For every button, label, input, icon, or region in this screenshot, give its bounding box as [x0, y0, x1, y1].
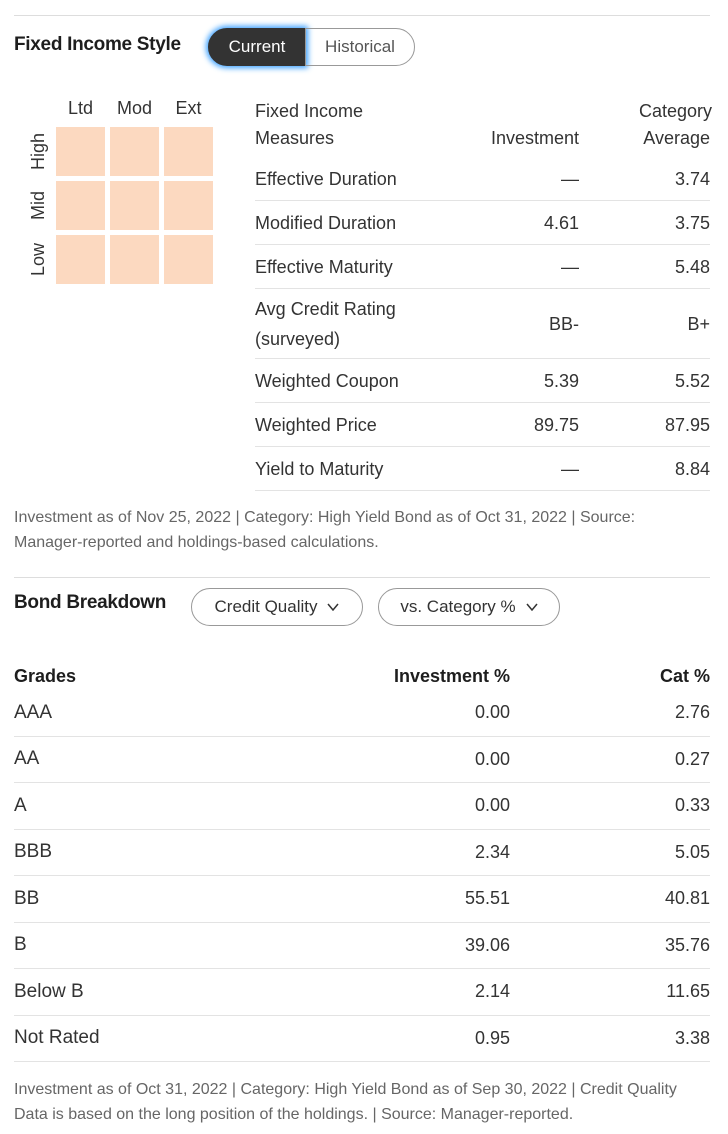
table-row: Weighted Coupon 5.39 5.52 — [255, 359, 710, 403]
column-label: Ltd — [67, 98, 94, 118]
table-row: AA 0.00 0.27 — [14, 737, 710, 783]
dropdown[interactable]: vs. Category % — [378, 588, 560, 626]
footnote: Investment as of Oct 31, 2022 | Category… — [14, 1081, 677, 1123]
style-cell — [110, 181, 159, 230]
divider — [14, 15, 710, 16]
cell: Modified Duration — [255, 212, 397, 233]
table-row: BBB 2.34 5.05 — [14, 830, 710, 876]
header-cell: Investment — [490, 128, 579, 148]
cell: 5.52 — [674, 370, 710, 391]
cell: 87.95 — [664, 414, 710, 435]
style-cell — [164, 181, 213, 230]
cell: BBB — [14, 841, 53, 863]
table-header: Fixed Income Measures Investment Category … — [255, 96, 713, 156]
header-cell: Fixed Income Measures — [255, 101, 364, 148]
cell: 0.27 — [674, 748, 710, 769]
cell: Yield to Maturity — [255, 458, 384, 479]
cell: Effective Duration — [255, 168, 397, 189]
chevron — [526, 603, 538, 611]
cell: 35.76 — [664, 934, 710, 955]
cell: 0.00 — [474, 702, 510, 723]
cell: 55.51 — [464, 888, 510, 909]
section-title: Fixed Income Style — [14, 34, 181, 55]
cell: 3.74 — [674, 168, 710, 189]
row-label: High — [28, 132, 48, 171]
cell: A — [14, 794, 27, 816]
table-row: BB 55.51 40.81 — [14, 876, 710, 923]
cell: 0.00 — [474, 795, 510, 816]
table-row: Weighted Price 89.75 87.95 — [255, 403, 710, 447]
cell: 40.81 — [664, 888, 710, 909]
cell: 2.34 — [474, 841, 510, 862]
cell: 0.95 — [474, 1027, 510, 1048]
table-row: Below B 2.14 11.65 — [14, 969, 710, 1016]
style-cell — [56, 127, 105, 176]
style-cell — [110, 127, 159, 176]
cell: B — [14, 934, 27, 956]
cell: 5.48 — [674, 256, 710, 277]
cell: 11.65 — [666, 981, 710, 1002]
header-cell: Category Average — [639, 101, 713, 148]
table-row: AAA 0.00 2.76 — [14, 690, 710, 737]
tab-current[interactable]: Current — [208, 28, 306, 66]
style-cell — [164, 127, 213, 176]
cell: — — [561, 256, 579, 277]
cell: Weighted Price — [255, 414, 377, 435]
table-row: Not Rated 0.95 3.38 — [14, 1016, 710, 1062]
cell: 5.39 — [543, 370, 579, 391]
column-label: Ext — [175, 98, 202, 118]
cell: B+ — [687, 313, 710, 334]
cell: 4.61 — [543, 212, 579, 233]
header-cell: Investment % — [393, 665, 510, 686]
style-cell — [164, 235, 213, 284]
header-cell: Grades — [14, 665, 77, 686]
cell: — — [561, 168, 579, 189]
style-cell — [56, 181, 105, 230]
style-cell — [110, 235, 159, 284]
cell: 39.06 — [464, 934, 510, 955]
table-row: B 39.06 35.76 — [14, 923, 710, 969]
footnote: Investment as of Nov 25, 2022 | Category… — [14, 509, 636, 551]
cell: 5.05 — [674, 841, 710, 862]
style-cell — [56, 235, 105, 284]
table-row: A 0.00 0.33 — [14, 783, 710, 830]
divider — [14, 577, 710, 578]
cell: 0.33 — [674, 795, 710, 816]
chevron — [327, 603, 340, 611]
tab-historical[interactable]: Historical — [305, 28, 415, 66]
cell: 2.76 — [674, 702, 710, 723]
cell: Avg Credit Rating (surveyed) — [255, 298, 396, 349]
cell: Not Rated — [14, 1027, 100, 1049]
table-row: Modified Duration 4.61 3.75 — [255, 201, 710, 245]
row-label: Low — [28, 242, 48, 277]
dropdown[interactable]: Credit Quality — [191, 588, 363, 626]
cell: BB- — [548, 313, 579, 334]
cell: Below B — [14, 980, 84, 1002]
cell: 8.84 — [674, 458, 710, 479]
table-row: Effective Duration — 3.74 — [255, 157, 710, 201]
cell: 3.38 — [674, 1027, 710, 1048]
cell: Effective Maturity — [255, 256, 393, 277]
cell: BB — [14, 887, 40, 909]
cell: 2.14 — [474, 981, 510, 1002]
cell: Weighted Coupon — [255, 370, 399, 391]
section-title: Bond Breakdown — [14, 592, 167, 613]
table-row: Yield to Maturity — 8.84 — [255, 447, 710, 491]
cell: 89.75 — [533, 414, 579, 435]
dropdown-label: Credit Quality — [214, 597, 318, 616]
cell: AAA — [14, 701, 53, 723]
table-row: Effective Maturity — 5.48 — [255, 245, 710, 289]
cell: 3.75 — [674, 212, 710, 233]
table-header: Grades Investment % Cat % — [14, 662, 710, 690]
column-label: Mod — [116, 98, 152, 118]
dropdown-label: vs. Category % — [400, 597, 516, 616]
row-label: Mid — [28, 191, 48, 221]
table-row: Avg Credit Rating (surveyed) BB- B+ — [255, 289, 710, 359]
header-cell: Cat % — [659, 665, 710, 686]
cell: 0.00 — [474, 748, 510, 769]
cell: AA — [14, 748, 40, 770]
cell: — — [561, 458, 579, 479]
